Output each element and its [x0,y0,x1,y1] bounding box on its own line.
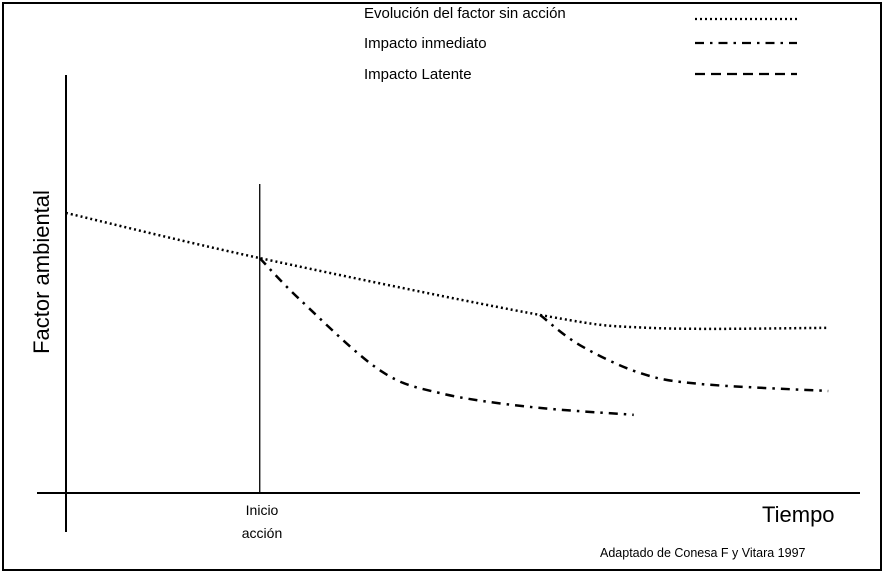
legend-label-latent: Impacto Latente [364,66,472,83]
y-axis-label: Factor ambiental [29,190,54,354]
series-line-0 [65,211,829,331]
series-line-2 [539,313,829,393]
series-line-1 [258,257,634,417]
action-label-line1: Inicio [245,502,279,518]
legend-label-no-action: Evolución del factor sin acción [364,5,566,22]
x-axis-label: Tiempo [762,502,835,527]
action-start-label: Inicio acción [242,499,282,545]
legend-label-immediate: Impacto inmediato [364,35,487,52]
action-label-line2: acción [241,525,283,541]
source-credit: Adaptado de Conesa F y Vitara 1997 [600,546,806,560]
